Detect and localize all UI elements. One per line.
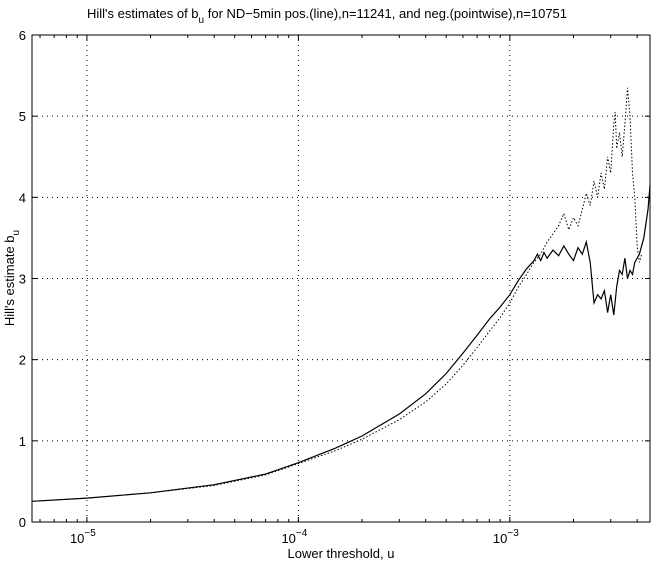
y-axis-label-subscript: u bbox=[11, 230, 22, 236]
chart-title-subscript: u bbox=[199, 15, 205, 26]
y-tick-label: 2 bbox=[19, 353, 26, 368]
y-tick-label: 5 bbox=[19, 109, 26, 124]
x-tick-exponent: −3 bbox=[507, 528, 519, 539]
x-tick-label: 10−5 bbox=[70, 528, 96, 546]
y-tick-label: 4 bbox=[19, 190, 26, 205]
grid-layer bbox=[32, 35, 650, 522]
y-axis-label-main: Hill's estimate b bbox=[2, 235, 17, 326]
x-tick-label: 10−4 bbox=[281, 528, 307, 546]
y-tick-label: 0 bbox=[19, 515, 26, 530]
y-tick-label: 6 bbox=[19, 28, 26, 43]
y-axis-label: Hill's estimate bu bbox=[2, 230, 22, 326]
x-tick-base: 10 bbox=[493, 531, 507, 546]
x-tick-label: 10−3 bbox=[493, 528, 519, 546]
x-tick-exponent: −5 bbox=[84, 528, 96, 539]
x-axis-label: Lower threshold, u bbox=[288, 546, 395, 561]
chart-title-suffix: for ND−5min pos.(line),n=11241, and neg.… bbox=[204, 6, 567, 21]
series-line-solid bbox=[31, 185, 651, 502]
plot-frame bbox=[31, 34, 651, 523]
y-tick-label: 1 bbox=[19, 434, 26, 449]
x-tick-exponent: −4 bbox=[296, 528, 308, 539]
chart-title-prefix: Hill's estimates of b bbox=[87, 6, 199, 21]
y-tick-label: 3 bbox=[19, 272, 26, 287]
x-tick-base: 10 bbox=[281, 531, 295, 546]
series-layer bbox=[31, 87, 651, 502]
chart-title: Hill's estimates of bu for ND−5min pos.(… bbox=[87, 6, 567, 26]
x-tick-base: 10 bbox=[70, 531, 84, 546]
